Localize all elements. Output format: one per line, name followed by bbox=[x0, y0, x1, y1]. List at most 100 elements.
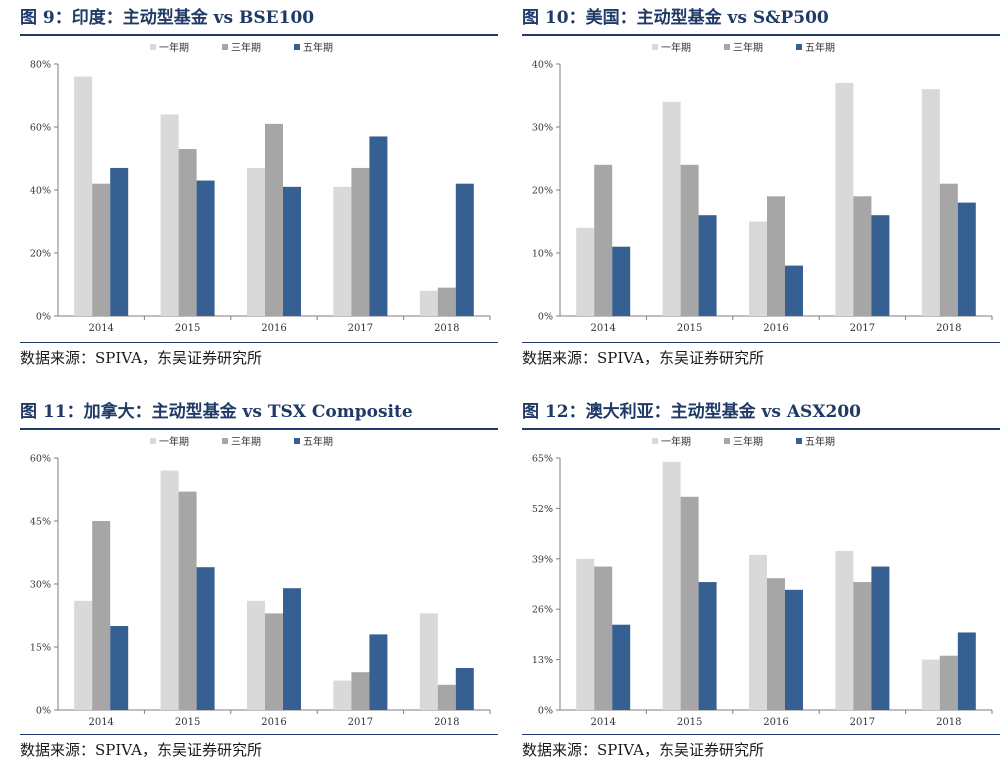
bar bbox=[594, 164, 613, 316]
y-tick-label: 15% bbox=[30, 643, 51, 654]
legend-swatch bbox=[724, 438, 730, 444]
bar bbox=[576, 227, 595, 316]
bar bbox=[333, 680, 352, 710]
chart-title: 图 12：澳大利亚：主动型基金 vs ASX200 bbox=[522, 396, 1000, 430]
bar bbox=[74, 600, 93, 710]
bar bbox=[853, 196, 872, 316]
y-tick-label: 39% bbox=[532, 554, 553, 565]
bar bbox=[92, 521, 111, 710]
bar bbox=[957, 632, 976, 710]
bar bbox=[698, 215, 717, 316]
bar bbox=[662, 101, 681, 316]
bar bbox=[612, 246, 631, 316]
y-tick-label: 60% bbox=[30, 123, 51, 134]
bar bbox=[853, 582, 872, 710]
y-tick-label: 20% bbox=[532, 186, 553, 197]
bar bbox=[419, 613, 438, 710]
bar bbox=[369, 634, 388, 710]
bar bbox=[785, 265, 803, 316]
bar bbox=[160, 114, 179, 317]
data-source-note: 数据来源：SPIVA，东吴证券研究所 bbox=[20, 734, 498, 765]
bar bbox=[698, 582, 717, 710]
chart-legend: 一年期 三年期 五年期 bbox=[150, 41, 333, 54]
y-tick-label: 80% bbox=[30, 60, 51, 71]
legend-swatch bbox=[150, 44, 156, 50]
bar-chart-usa: 一年期 三年期 五年期 0% 10% 20% 30% 40% 2014 2015 2016 2017 2… bbox=[532, 41, 993, 334]
legend-swatch bbox=[294, 44, 300, 50]
bar bbox=[196, 567, 215, 710]
legend-label: 三年期 bbox=[733, 41, 763, 54]
y-tick-label: 60% bbox=[30, 454, 51, 465]
bar bbox=[594, 566, 613, 710]
legend-label: 一年期 bbox=[661, 435, 691, 448]
bar-chart-australia: 一年期 三年期 五年期 0% 13% 26% 39% 52% 65% 2014 2015 2016 20… bbox=[532, 435, 993, 728]
chart-title: 图 10：美国：主动型基金 vs S&P500 bbox=[522, 2, 1000, 36]
legend-swatch bbox=[796, 438, 802, 444]
bar bbox=[247, 600, 265, 710]
y-tick-label: 65% bbox=[532, 454, 553, 465]
bar bbox=[247, 167, 265, 316]
bar bbox=[939, 655, 958, 710]
y-tick-label: 26% bbox=[532, 605, 553, 616]
y-tick-label: 30% bbox=[30, 580, 51, 591]
legend-swatch bbox=[294, 438, 300, 444]
bar bbox=[662, 461, 681, 710]
legend-label: 一年期 bbox=[159, 41, 189, 54]
legend-swatch bbox=[796, 44, 802, 50]
y-tick-label: 0% bbox=[538, 312, 553, 323]
bar bbox=[767, 196, 785, 316]
chart-title: 图 11：加拿大：主动型基金 vs TSX Composite bbox=[20, 396, 498, 430]
x-tick-label: 2016 bbox=[763, 717, 788, 728]
legend-swatch bbox=[652, 44, 658, 50]
bar bbox=[455, 183, 474, 316]
legend-swatch bbox=[222, 438, 228, 444]
y-tick-label: 10% bbox=[532, 249, 553, 260]
x-tick-label: 2015 bbox=[175, 717, 200, 728]
legend-swatch bbox=[150, 438, 156, 444]
bar bbox=[110, 167, 129, 316]
legend-label: 一年期 bbox=[661, 41, 691, 54]
y-tick-label: 30% bbox=[532, 123, 553, 134]
chart-legend: 一年期 三年期 五年期 bbox=[150, 435, 333, 448]
bar bbox=[333, 186, 352, 316]
bar-chart-canada: 一年期 三年期 五年期 0% 15% 30% 45% 60% 2014 2015 2016 2017 2… bbox=[30, 435, 491, 728]
legend-label: 五年期 bbox=[303, 41, 333, 54]
bar bbox=[749, 221, 767, 316]
bar bbox=[92, 183, 111, 316]
legend-label: 一年期 bbox=[159, 435, 189, 448]
legend-label: 五年期 bbox=[303, 435, 333, 448]
bar bbox=[437, 287, 456, 316]
bar bbox=[283, 588, 301, 710]
chart-legend: 一年期 三年期 五年期 bbox=[652, 435, 835, 448]
legend-label: 五年期 bbox=[805, 435, 835, 448]
bar bbox=[419, 290, 438, 316]
x-tick-label: 2018 bbox=[936, 717, 961, 728]
bar bbox=[921, 659, 940, 710]
x-tick-label: 2015 bbox=[175, 323, 200, 334]
x-tick-label: 2015 bbox=[677, 323, 702, 334]
data-source-note: 数据来源：SPIVA，东吴证券研究所 bbox=[20, 342, 498, 373]
bar bbox=[437, 684, 456, 710]
x-tick-label: 2017 bbox=[348, 717, 373, 728]
bar bbox=[785, 589, 803, 710]
bar bbox=[265, 613, 283, 710]
legend-swatch bbox=[652, 438, 658, 444]
bar bbox=[612, 624, 631, 710]
bar bbox=[939, 183, 958, 316]
bar bbox=[351, 167, 370, 316]
bar bbox=[351, 672, 370, 710]
x-tick-label: 2017 bbox=[850, 323, 875, 334]
bar bbox=[871, 566, 890, 710]
y-tick-label: 13% bbox=[532, 655, 553, 666]
x-tick-label: 2016 bbox=[261, 717, 286, 728]
bar bbox=[835, 82, 854, 317]
bar bbox=[455, 668, 474, 710]
legend-label: 三年期 bbox=[733, 435, 763, 448]
legend-swatch bbox=[222, 44, 228, 50]
bar bbox=[160, 470, 179, 710]
bar bbox=[196, 180, 215, 316]
bar bbox=[871, 215, 890, 316]
x-tick-label: 2014 bbox=[590, 323, 615, 334]
x-tick-label: 2018 bbox=[936, 323, 961, 334]
y-tick-label: 45% bbox=[30, 517, 51, 528]
